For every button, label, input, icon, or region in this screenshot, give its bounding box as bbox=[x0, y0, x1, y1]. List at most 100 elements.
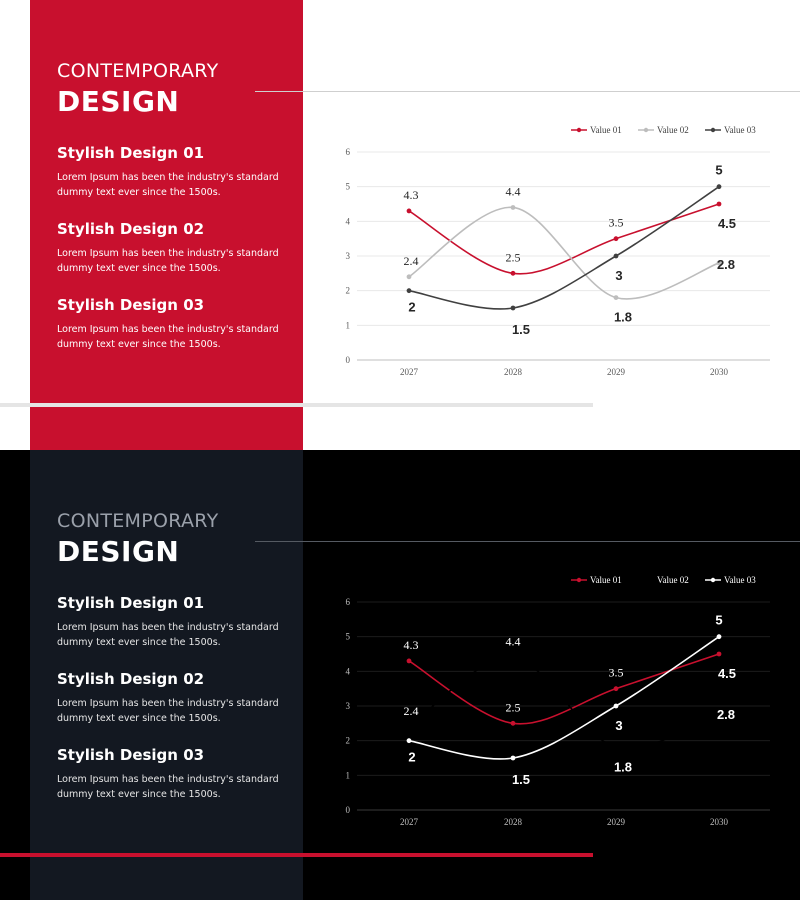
data-label: 3 bbox=[615, 718, 622, 733]
legend-label: Value 02 bbox=[657, 575, 689, 585]
item-text: Lorem Ipsum has been the industry's stan… bbox=[57, 698, 279, 724]
data-label: 3.5 bbox=[609, 216, 624, 230]
x-tick-label: 2027 bbox=[400, 367, 419, 377]
item-text: Lorem Ipsum has been the industry's stan… bbox=[57, 324, 279, 350]
title-top: CONTEMPORARY bbox=[57, 60, 219, 82]
data-label: 2 bbox=[408, 300, 415, 315]
legend-marker bbox=[710, 577, 716, 583]
y-tick-label: 6 bbox=[346, 597, 351, 607]
data-point bbox=[406, 724, 412, 730]
data-point bbox=[406, 738, 412, 744]
line-chart: 0 1 2 3 4 5 6 2027 2028 2029 2030 Value 01 Value 02 V… bbox=[346, 125, 770, 377]
legend-marker bbox=[710, 127, 716, 133]
data-label: 2.8 bbox=[717, 707, 735, 722]
data-point bbox=[613, 253, 619, 259]
x-tick-label: 2028 bbox=[504, 367, 523, 377]
item-text: Lorem Ipsum has been the industry's stan… bbox=[57, 774, 279, 800]
y-tick-label: 3 bbox=[346, 251, 351, 261]
item-heading: Stylish Design 03 bbox=[57, 746, 205, 764]
data-point bbox=[613, 236, 619, 242]
red-side-panel bbox=[30, 0, 303, 450]
legend-label: Value 03 bbox=[724, 575, 756, 585]
x-tick-label: 2027 bbox=[400, 817, 419, 827]
data-label: 4.3 bbox=[404, 188, 419, 202]
item-heading: Stylish Design 01 bbox=[57, 144, 205, 162]
x-tick-label: 2030 bbox=[710, 367, 729, 377]
data-point bbox=[510, 205, 516, 210]
data-label: 2.5 bbox=[506, 250, 521, 264]
legend-entry: Value 03 bbox=[705, 125, 756, 135]
x-tick-label: 2029 bbox=[607, 817, 626, 827]
y-tick-label: 0 bbox=[346, 355, 351, 365]
data-label: 4.4 bbox=[506, 634, 521, 648]
item-heading: Stylish Design 02 bbox=[57, 220, 205, 238]
data-label: 4.3 bbox=[404, 638, 419, 652]
y-tick-label: 6 bbox=[346, 147, 351, 157]
data-label: 4.5 bbox=[718, 666, 736, 681]
y-tick-label: 5 bbox=[346, 182, 351, 192]
legend-entry: Value 01 bbox=[571, 125, 622, 135]
title-top: CONTEMPORARY bbox=[57, 510, 219, 532]
y-tick-label: 2 bbox=[346, 286, 351, 296]
x-tick-label: 2029 bbox=[607, 367, 626, 377]
header-divider bbox=[255, 91, 800, 92]
dark-side-panel bbox=[30, 450, 303, 900]
y-tick-label: 1 bbox=[346, 320, 351, 330]
y-tick-label: 4 bbox=[346, 666, 351, 676]
legend-marker bbox=[643, 127, 649, 133]
bottom-accent-bar bbox=[0, 403, 593, 407]
data-label: 3 bbox=[615, 268, 622, 283]
data-point bbox=[406, 288, 412, 294]
y-tick-label: 0 bbox=[346, 805, 351, 815]
item-text: Lorem Ipsum has been the industry's stan… bbox=[57, 248, 279, 274]
y-tick-label: 5 bbox=[346, 632, 351, 642]
series-line bbox=[408, 206, 720, 300]
series-line bbox=[408, 186, 720, 310]
data-label: 1.5 bbox=[512, 772, 530, 787]
legend-marker bbox=[643, 577, 649, 583]
title-main: DESIGN bbox=[57, 85, 180, 118]
data-label: 2.8 bbox=[717, 257, 735, 272]
data-label: 1.8 bbox=[614, 760, 632, 775]
data-point bbox=[510, 655, 516, 660]
legend-entry: Value 02 bbox=[638, 125, 689, 135]
title-main: DESIGN bbox=[57, 535, 180, 568]
line-chart: 0 1 2 3 4 5 6 2027 2028 2029 2030 Value 01 Value 02 V… bbox=[346, 575, 770, 827]
data-point bbox=[406, 658, 412, 664]
data-point bbox=[613, 686, 619, 692]
data-label: 2.5 bbox=[506, 700, 521, 714]
data-point bbox=[613, 295, 619, 300]
header-divider bbox=[255, 541, 800, 542]
legend-marker bbox=[576, 127, 582, 133]
slide-light: CONTEMPORARY DESIGN Stylish Design 01 Lo… bbox=[0, 0, 800, 450]
y-tick-label: 2 bbox=[346, 736, 351, 746]
data-point bbox=[716, 201, 722, 207]
data-point bbox=[510, 305, 516, 311]
item-heading: Stylish Design 02 bbox=[57, 670, 205, 688]
item-heading: Stylish Design 03 bbox=[57, 296, 205, 314]
x-tick-label: 2030 bbox=[710, 817, 729, 827]
data-label: 4.5 bbox=[718, 216, 736, 231]
series-line bbox=[408, 653, 720, 725]
data-point bbox=[613, 745, 619, 750]
item-heading: Stylish Design 01 bbox=[57, 594, 205, 612]
data-label: 3.5 bbox=[609, 666, 624, 680]
y-tick-label: 3 bbox=[346, 701, 351, 711]
data-label: 2 bbox=[408, 750, 415, 765]
series-line bbox=[408, 656, 720, 750]
legend-label: Value 02 bbox=[657, 125, 689, 135]
data-label: 2.4 bbox=[404, 254, 419, 268]
data-point bbox=[510, 755, 516, 761]
legend-label: Value 01 bbox=[590, 125, 622, 135]
data-label: 1.8 bbox=[614, 310, 632, 325]
data-point bbox=[716, 634, 722, 640]
legend-label: Value 03 bbox=[724, 125, 756, 135]
data-label: 5 bbox=[715, 163, 722, 178]
legend-entry: Value 01 bbox=[571, 575, 622, 585]
legend-marker bbox=[576, 577, 582, 583]
data-point bbox=[510, 270, 516, 276]
x-tick-label: 2028 bbox=[504, 817, 523, 827]
bottom-accent-bar bbox=[0, 853, 593, 857]
item-text: Lorem Ipsum has been the industry's stan… bbox=[57, 172, 279, 198]
slide-dark: CONTEMPORARY DESIGN Stylish Design 01 Lo… bbox=[0, 450, 800, 900]
